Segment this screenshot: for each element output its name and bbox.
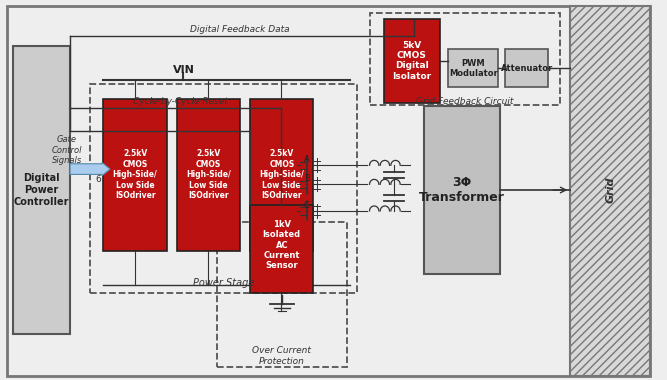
Text: Digital Feedback Data: Digital Feedback Data [190,25,290,34]
Text: Power Stage: Power Stage [193,278,254,288]
Bar [570,6,650,376]
Text: 2.5kV
CMOS
High-Side/
Low Side
ISOdriver: 2.5kV CMOS High-Side/ Low Side ISOdriver [186,149,231,200]
Text: 2.5kV
CMOS
High-Side/
Low Side
ISOdriver: 2.5kV CMOS High-Side/ Low Side ISOdriver [113,149,157,200]
Bar [177,99,240,251]
Text: 2.5kV
CMOS
High-Side/
Low Side
ISOdriver: 2.5kV CMOS High-Side/ Low Side ISOdriver [259,149,304,200]
Bar [103,99,167,251]
Bar [384,19,440,103]
Text: 6: 6 [96,175,101,184]
Bar [250,205,313,293]
Text: Attenuator: Attenuator [500,64,553,73]
FancyArrow shape [70,163,110,176]
Text: Gate
Control
Signals: Gate Control Signals [51,135,82,165]
Text: Digital
Power
Controller: Digital Power Controller [14,173,69,207]
Text: 5kV
CMOS
Digital
Isolator: 5kV CMOS Digital Isolator [392,41,432,81]
Text: B: B [304,174,309,183]
Text: 1kV
Isolated
AC
Current
Sensor: 1kV Isolated AC Current Sensor [263,220,301,271]
Text: C: C [304,201,309,210]
Text: Over Current
Protection: Over Current Protection [252,346,311,366]
Bar [448,49,498,87]
Bar [370,13,560,104]
Bar [250,99,313,251]
Bar [90,84,357,293]
Bar [13,46,70,334]
Text: Grid Feedback Circuit: Grid Feedback Circuit [416,97,514,106]
Text: Grid: Grid [606,177,615,203]
Bar [217,222,347,367]
Text: Cycle-by-Cycle Reset: Cycle-by-Cycle Reset [133,97,227,106]
Text: A: A [304,155,309,164]
Text: 3Φ
Transformer: 3Φ Transformer [419,176,505,204]
Text: PWM
Modulator: PWM Modulator [449,59,498,78]
Bar [505,49,548,87]
Text: VIN: VIN [173,65,194,75]
Bar [424,106,500,274]
